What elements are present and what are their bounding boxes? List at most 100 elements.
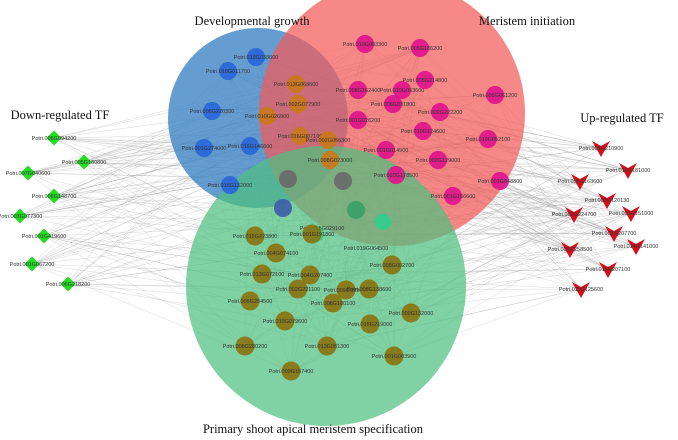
meristem-node-label: Potri.010G063600 xyxy=(380,88,425,94)
primary-shoot-node xyxy=(240,291,260,311)
meristem-node-label: Potri.001G166600 xyxy=(431,194,476,200)
dev-growth-node-label: Potri.006G220300 xyxy=(190,109,235,115)
center-node xyxy=(274,199,292,217)
primary-shoot-node-label: Potri.008G138600 xyxy=(347,287,392,293)
dev-growth-node-label: Potri.018G011700 xyxy=(206,69,250,75)
dev-growth-node xyxy=(241,137,259,155)
primary-shoot-node xyxy=(266,243,286,263)
dev-growth-node-label: Potri.016G146600 xyxy=(228,144,273,150)
primary-shoot-node xyxy=(323,293,343,313)
primary-shoot-node-label: Potri.015G219000 xyxy=(348,322,393,328)
primary-shoot-node-label: Potri.009G132000 xyxy=(389,311,434,317)
primary-shoot-node xyxy=(317,336,337,356)
primary-shoot-node-label: Potri.008G002700 xyxy=(370,263,415,269)
meristem-node xyxy=(431,103,449,121)
primary-shoot-node xyxy=(245,226,265,246)
dev-meristem-node xyxy=(291,127,309,145)
meristem-node xyxy=(377,141,395,159)
down-tf-node xyxy=(76,154,92,170)
dev-growth-node xyxy=(247,48,265,66)
up-tf-node-label: Potri.015G207100 xyxy=(586,267,631,273)
down-tf-node-label: Potri.009G148700 xyxy=(32,194,77,200)
primary-shoot-node-label: Potri.002G221100 xyxy=(276,287,320,293)
meristem-node xyxy=(349,81,367,99)
meristem-node-label: Potri.019G052100 xyxy=(466,137,511,143)
primary-shoot-node-label: Potri.010G079600 xyxy=(263,319,308,325)
up-tf-node-label: Potri.010G181000 xyxy=(606,168,651,174)
network-edge xyxy=(499,180,615,234)
up-tf-node-label: Potri.005G258500 xyxy=(548,247,593,253)
meristem-node-label: Potri.005G186200 xyxy=(398,46,443,52)
meristem-node-label: Potri.002G129000 xyxy=(416,158,461,164)
primary-shoot-node xyxy=(359,279,379,299)
down-tf-node xyxy=(20,165,36,181)
meristem-node-label: Potri.001G014900 xyxy=(364,148,409,154)
network-edge xyxy=(499,180,571,250)
meristem-node-label: Potri.005G214800 xyxy=(403,78,448,84)
primary-shoot-node xyxy=(336,280,356,300)
dev-growth-node xyxy=(195,139,213,157)
primary-shoot-node-label: Potri.001G191800 xyxy=(290,232,335,238)
up-tf-node-label: Potri.002G207700 xyxy=(592,231,637,237)
primary-shoot-node-label: Potri.013G081300 xyxy=(305,344,350,350)
center-node xyxy=(375,214,391,230)
down-tf-node-label: Potri.007G040600 xyxy=(6,171,51,177)
down-tf-node-label: Potri.003G077300 xyxy=(0,214,42,220)
meristem-node xyxy=(393,81,411,99)
primary-shoot-node xyxy=(235,336,255,356)
meristem-node-label: Potri.001G048800 xyxy=(478,179,523,185)
up-tf-node xyxy=(599,262,617,278)
dev-meristem-node-label: Potri.002G056300 xyxy=(306,138,351,144)
meristem-node xyxy=(486,86,504,104)
dev-growth-node-label: Potri.018G038600 xyxy=(234,55,279,61)
up-tf-node xyxy=(572,282,590,298)
developmental-growth-title: Developmental growth xyxy=(195,14,311,28)
down-tf-node xyxy=(12,208,28,224)
primary-shoot-node-label: Potri.008G280200 xyxy=(223,344,268,350)
meristem-node xyxy=(349,111,367,129)
down-regulated-title: Down-regulated TF xyxy=(11,108,110,122)
meristem-node xyxy=(414,122,432,140)
meristem-node xyxy=(387,166,405,184)
up-tf-node xyxy=(627,239,645,255)
primary-shoot-node xyxy=(401,303,421,323)
meristem-node-label: Potri.010G178500 xyxy=(374,173,419,179)
up-tf-node xyxy=(605,226,623,242)
center-node-label: Potri.015G029100 xyxy=(300,226,345,232)
primary-shoot-node xyxy=(252,264,272,284)
down-tf-node-label: Potri.001G419600 xyxy=(22,234,67,240)
primary-shoot-node-label: Potri.009G187400 xyxy=(269,369,314,375)
down-tf-node xyxy=(46,188,62,204)
primary-shoot-node-label: Potri.009G099600 xyxy=(324,288,369,294)
up-regulated-title: Up-regulated TF xyxy=(580,111,663,125)
meristem-node xyxy=(356,35,374,53)
dev-meristem-node-label: Potri.008G023000 xyxy=(308,158,353,164)
dev-meristem-node-label: Potri.016G007100 xyxy=(278,134,323,140)
meristem-node-label: Potri.010G124600 xyxy=(401,129,446,135)
meristem-node xyxy=(479,130,497,148)
primary-shoot-node-label: Potri.004G207400 xyxy=(288,273,333,279)
up-tf-node xyxy=(592,141,610,157)
dev-meristem-node xyxy=(321,151,339,169)
primary-shoot-node-label: Potri.004G074100 xyxy=(254,251,299,257)
up-tf-node-label: Potri.002G120130 xyxy=(585,198,630,204)
up-tf-node xyxy=(598,193,616,209)
meristem-node-label: Potri.010G083300 xyxy=(343,42,388,48)
down-tf-node-label: Potri.006G094200 xyxy=(32,136,77,142)
up-tf-node xyxy=(565,207,583,223)
primary-shoot-node xyxy=(300,265,320,285)
up-tf-node-label: Potri.001G151000 xyxy=(609,211,654,217)
up-tf-node-label: Potri.011G125600 xyxy=(559,287,603,293)
meristem-node xyxy=(444,187,462,205)
dev-growth-node-label: Potri.016G132000 xyxy=(208,183,253,189)
meristem-node-label: Potri.008G162400 xyxy=(336,88,381,94)
up-tf-node xyxy=(571,174,589,190)
meristem-node xyxy=(411,39,429,57)
down-tf-node-label: Potri.006G218200 xyxy=(46,282,91,288)
up-tf-node xyxy=(561,242,579,258)
primary-shoot-title: Primary shoot apical meristem specificat… xyxy=(203,422,424,436)
primary-shoot-node-label: Potri.015G223800 xyxy=(233,234,278,240)
dev-meristem-node xyxy=(258,107,276,125)
up-tf-node xyxy=(619,163,637,179)
meristem-initiation-title: Meristem initiation xyxy=(479,14,576,28)
